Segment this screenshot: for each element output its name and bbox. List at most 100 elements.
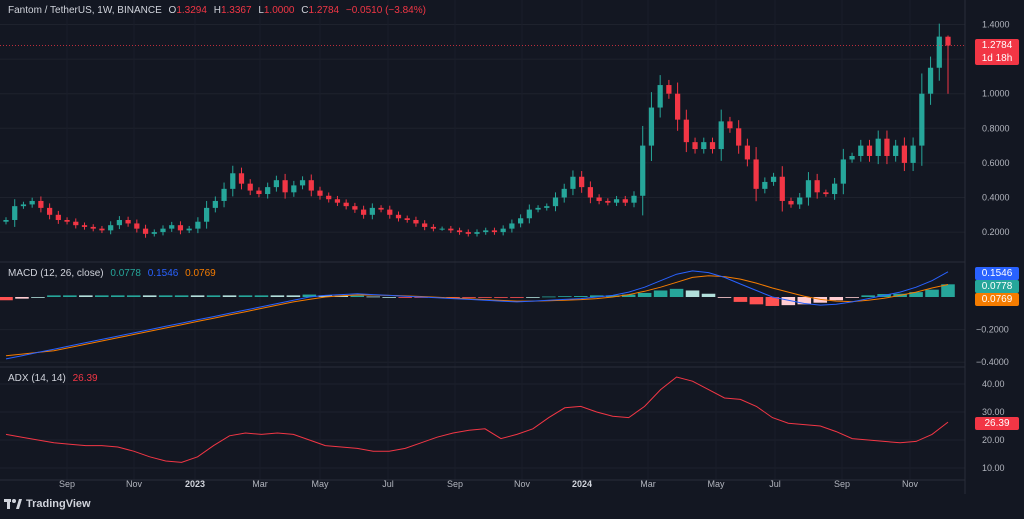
macd-tick-label: −0.2000: [976, 325, 1009, 335]
candle-body: [38, 200, 44, 208]
macd-histogram-bar: [63, 295, 77, 297]
macd-histogram-bar: [174, 295, 189, 297]
time-tick-label: 2024: [572, 479, 592, 489]
candle-body: [561, 188, 567, 198]
price-axis[interactable]: 0.20000.40000.60000.80001.00001.20001.40…: [976, 20, 1010, 474]
candle-body: [177, 225, 184, 231]
candle-body: [587, 187, 594, 198]
candlestick-series: [3, 23, 951, 238]
macd-histogram-bar: [238, 295, 253, 297]
time-tick-label: Sep: [834, 479, 850, 489]
macd-histogram-bar: [717, 297, 732, 298]
candle-body: [3, 219, 9, 222]
macd-histogram-bar: [542, 296, 556, 298]
macd-histogram-bar: [478, 297, 492, 298]
adx-legend[interactable]: ADX (14, 14) 26.39: [8, 373, 102, 384]
candle-body: [936, 36, 942, 68]
macd-hist-value: 0.0778: [110, 268, 141, 279]
chart-grid: [0, 24, 965, 469]
macd-histogram-bar: [110, 295, 125, 297]
candle-body: [648, 107, 655, 146]
macd-histogram-bar: [350, 295, 365, 297]
macd-histogram-bar: [254, 295, 269, 297]
candle-body: [814, 180, 820, 193]
macd-histogram-bar: [653, 290, 668, 297]
macd-histogram-bar: [701, 293, 716, 297]
candle-body: [369, 207, 375, 215]
candle-body: [55, 214, 61, 220]
ohlc-high: H1.3367: [213, 5, 252, 16]
macd-histogram-bar: [781, 297, 796, 306]
candle-body: [884, 138, 890, 156]
macd-histogram-bar: [558, 296, 572, 297]
candle-body: [64, 219, 70, 222]
macd-histogram-bar: [142, 295, 157, 297]
candle-body: [831, 183, 838, 195]
macd-legend[interactable]: MACD (12, 26, close) 0.0778 0.1546 0.076…: [8, 268, 220, 279]
candle-body: [788, 200, 794, 205]
candle-body: [849, 155, 855, 160]
candle-body: [596, 197, 602, 201]
candle-body: [727, 121, 733, 129]
candle-body: [343, 202, 349, 207]
main-legend[interactable]: Fantom / TetherUS, 1W, BINANCE O1.3294 H…: [8, 5, 430, 16]
price-tick-label: 0.6000: [982, 158, 1010, 168]
macd-histogram-bar: [366, 296, 381, 298]
symbol-title[interactable]: Fantom / TetherUS, 1W, BINANCE: [8, 5, 162, 16]
bar-countdown: 1d 18h: [981, 53, 1013, 64]
macd-histogram-bar: [270, 295, 285, 297]
macd-histogram-bar: [573, 296, 588, 297]
candle-body: [709, 142, 716, 150]
candle-body: [395, 214, 402, 219]
macd-histogram-bar: [669, 288, 684, 297]
macd-histogram-bar: [382, 297, 396, 298]
macd-histogram-bar: [526, 297, 540, 298]
macd-hist-badge: 0.0778: [975, 280, 1019, 293]
time-tick-label: Sep: [447, 479, 463, 489]
adx-tick-label: 40.00: [982, 379, 1005, 389]
candle-body: [29, 200, 35, 205]
candle-body: [317, 190, 323, 196]
candle-body: [866, 145, 873, 156]
candle-body: [674, 93, 681, 120]
candle-body: [736, 128, 742, 146]
candle-body: [509, 223, 515, 229]
time-tick-label: Sep: [59, 479, 75, 489]
macd-histogram-bar: [318, 295, 333, 297]
candle-body: [552, 197, 559, 207]
tradingview-logo[interactable]: TradingView: [4, 498, 91, 510]
macd-histogram-bar: [621, 294, 636, 297]
candle-body: [517, 218, 524, 224]
candle-body: [605, 200, 611, 203]
candle-body: [544, 206, 550, 208]
price-tick-label: 0.2000: [982, 227, 1010, 237]
candle-body: [20, 204, 27, 207]
candle-body: [12, 206, 18, 220]
macd-histogram-bar: [302, 294, 317, 297]
macd-signal-badge: 0.0769: [975, 293, 1019, 306]
macd-histogram-bar: [222, 295, 237, 297]
candle-body: [579, 176, 585, 188]
candle-body: [291, 185, 297, 193]
candle-body: [169, 225, 175, 229]
candle-body: [823, 192, 829, 195]
candle-body: [901, 145, 908, 163]
macd-histogram-bar: [605, 295, 620, 297]
adx-tick-label: 20.00: [982, 435, 1005, 445]
macd-histogram-bar: [733, 297, 748, 302]
candle-body: [334, 199, 341, 203]
time-tick-label: 2023: [185, 479, 205, 489]
time-tick-label: Nov: [126, 479, 143, 489]
macd-signal-line: [5, 275, 949, 357]
adx-title[interactable]: ADX (14, 14): [8, 373, 66, 384]
macd-histogram-bar: [797, 297, 812, 305]
macd-histogram-bar: [829, 297, 844, 301]
macd-title[interactable]: MACD (12, 26, close): [8, 268, 104, 279]
time-axis[interactable]: Sep Nov 2023 Mar May Jul Sep Nov 2024 Mar May Jul Se…: [59, 479, 919, 489]
candle-body: [46, 207, 53, 215]
candle-body: [230, 173, 236, 189]
macd-histogram-bar: [749, 297, 764, 305]
macd-histogram-bar: [31, 297, 45, 298]
candle-body: [81, 225, 88, 227]
